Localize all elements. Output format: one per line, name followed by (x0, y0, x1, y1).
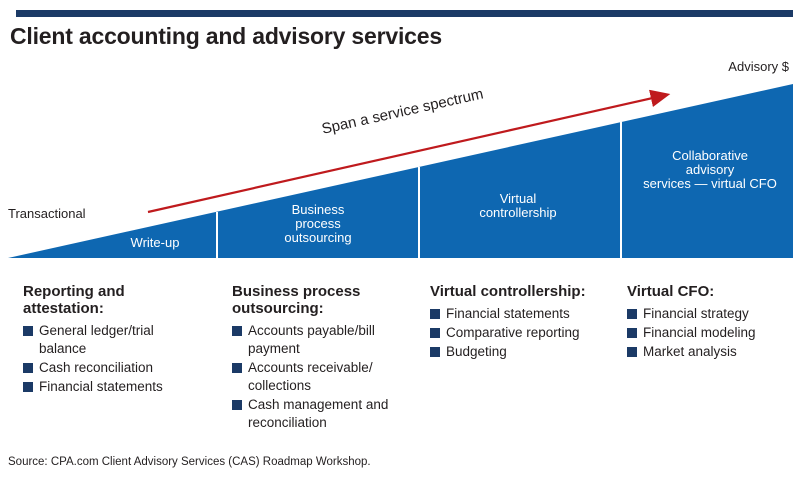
bullet-list: Accounts payable/bill payment Accounts r… (232, 322, 417, 432)
spectrum-left-label: Transactional (8, 206, 86, 221)
column-business-process-outsourcing: Business process outsourcing: Accounts p… (232, 283, 417, 433)
list-item: Market analysis (627, 343, 797, 361)
list-item: Financial statements (430, 305, 614, 323)
column-virtual-cfo: Virtual CFO: Financial strategy Financia… (627, 283, 797, 362)
column-heading: Business process outsourcing: (232, 283, 361, 317)
wedge-segment-label-virtual-controllership: Virtual controllership (479, 191, 557, 220)
spectrum-arrow (147, 89, 671, 214)
bullet-list: Financial statements Comparative reporti… (430, 305, 615, 361)
source-citation: Source: CPA.com Client Advisory Services… (8, 456, 371, 468)
column-virtual-controllership: Virtual controllership: Financial statem… (430, 283, 615, 362)
column-reporting-attestation: Reporting and attestation: General ledge… (23, 283, 208, 397)
list-item: Financial modeling (627, 324, 797, 342)
list-item: Budgeting (430, 343, 614, 361)
list-item: General ledger/trial balance (23, 322, 189, 358)
bullet-list: General ledger/trial balance Cash reconc… (23, 322, 208, 396)
list-item: Accounts payable/bill payment (232, 322, 398, 358)
top-accent-bar (16, 10, 793, 17)
wedge-segment-label-business-process-outsourcing: Business process outsourcing (284, 202, 352, 245)
column-heading: Virtual CFO: (627, 283, 715, 300)
list-item: Accounts receivable/ collections (232, 359, 398, 395)
list-item: Financial strategy (627, 305, 797, 323)
wedge-triangle (8, 84, 793, 258)
column-heading: Reporting and attestation: (23, 283, 125, 317)
column-heading: Virtual controllership: (430, 283, 586, 300)
spectrum-right-label: Advisory $ (728, 59, 789, 74)
bullet-list: Financial strategy Financial modeling Ma… (627, 305, 797, 361)
list-item: Cash management and reconciliation (232, 396, 398, 432)
list-item: Financial statements (23, 378, 189, 396)
list-item: Comparative reporting (430, 324, 614, 342)
page-title: Client accounting and advisory services (10, 23, 442, 49)
wedge-segment-label-write-up: Write-up (130, 235, 180, 250)
wedge-segment-label-collaborative-advisory: Collaborative advisory services — virtua… (643, 148, 777, 191)
list-item: Cash reconciliation (23, 359, 189, 377)
